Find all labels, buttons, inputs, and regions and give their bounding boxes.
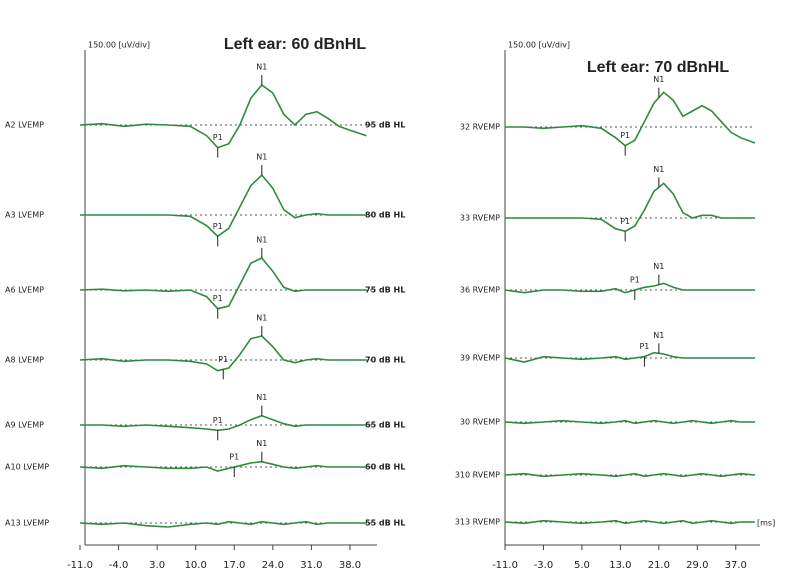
- x-tick-label: 38.0: [339, 560, 361, 571]
- waveform: [79, 460, 367, 472]
- level-label: 70 dB HL: [365, 356, 405, 365]
- level-label: 75 dB HL: [365, 286, 405, 295]
- waveform: [504, 519, 755, 525]
- scale-label: 150.00 [uV/div]: [88, 41, 150, 50]
- x-tick-label: 31.0: [300, 560, 322, 571]
- trace-name: 30 RVEMP: [460, 418, 500, 427]
- x-tick-label: 10.0: [185, 560, 207, 571]
- peak-label: N1: [653, 75, 664, 84]
- trace-name: 310 RVEMP: [455, 471, 500, 480]
- waveform: [79, 257, 367, 310]
- peak-label: N1: [653, 165, 664, 174]
- peak-label: P1: [213, 133, 223, 142]
- x-tick-label: 29.0: [686, 560, 708, 571]
- trace-name: A3 LVEMP: [5, 211, 44, 220]
- waveform: [504, 472, 756, 478]
- x-tick-label: -4.0: [109, 560, 129, 571]
- scale-label: 150.00 [uV/div]: [508, 41, 570, 50]
- trace-name: A10 LVEMP: [5, 463, 49, 472]
- x-tick-label: -11.0: [67, 560, 93, 571]
- trace-name: 36 RVEMP: [460, 286, 500, 295]
- trace-name: 32 RVEMP: [460, 123, 500, 132]
- waveform: [505, 91, 756, 147]
- waveform: [79, 335, 367, 372]
- trace-name: A6 LVEMP: [5, 286, 44, 295]
- trace-name: A13 LVEMP: [5, 519, 49, 528]
- peak-label: P1: [620, 217, 630, 226]
- peak-label: P1: [620, 131, 630, 140]
- peak-label: N1: [256, 236, 267, 245]
- peak-label: P1: [229, 453, 239, 462]
- x-tick-label: -11.0: [492, 560, 518, 571]
- level-label: 95 dB HL: [365, 121, 405, 130]
- trace-name: A8 LVEMP: [5, 356, 44, 365]
- peak-label: N1: [653, 331, 664, 340]
- trace-name: A2 LVEMP: [5, 121, 44, 130]
- x-tick-label: 24.0: [262, 560, 284, 571]
- trace-name: A9 LVEMP: [5, 421, 44, 430]
- level-label: 65 dB HL: [365, 421, 405, 430]
- peak-label: P1: [639, 342, 649, 351]
- waveform: [80, 414, 367, 432]
- waveform: [79, 83, 367, 149]
- x-tick-label: 17.0: [223, 560, 245, 571]
- trace-name: 33 RVEMP: [460, 214, 500, 223]
- peak-label: P1: [218, 355, 228, 364]
- x-tick-label: -3.0: [534, 560, 554, 571]
- peak-label: N1: [256, 314, 267, 323]
- level-label: 55 dB HL: [365, 519, 405, 528]
- waveform: [504, 351, 755, 363]
- trace-name: 39 RVEMP: [460, 354, 500, 363]
- panel-title: Left ear: 60 dBnHL: [224, 36, 366, 53]
- waveform: [504, 282, 755, 294]
- peak-label: P1: [630, 276, 640, 285]
- peak-label: N1: [256, 63, 267, 72]
- x-unit: [ms]: [757, 519, 775, 528]
- waveform: [79, 520, 367, 528]
- peak-label: P1: [213, 294, 223, 303]
- panel-title: Left ear: 70 dBnHL: [587, 59, 729, 76]
- x-tick-label: 13.0: [609, 560, 631, 571]
- peak-label: P1: [213, 222, 223, 231]
- peak-label: P1: [213, 416, 223, 425]
- waveform: [504, 419, 755, 425]
- trace-name: 313 RVEMP: [455, 518, 500, 527]
- level-label: 80 dB HL: [365, 211, 405, 220]
- waveform: [80, 173, 367, 238]
- peak-label: N1: [256, 439, 267, 448]
- peak-label: N1: [256, 393, 267, 402]
- x-tick-label: 37.0: [725, 560, 747, 571]
- peak-label: N1: [256, 153, 267, 162]
- x-tick-label: 3.0: [149, 560, 165, 571]
- level-label: 60 dB HL: [365, 463, 405, 472]
- x-tick-label: 5.0: [574, 560, 590, 571]
- peak-label: N1: [653, 262, 664, 271]
- waveform: [505, 182, 755, 233]
- x-tick-label: 21.0: [648, 560, 670, 571]
